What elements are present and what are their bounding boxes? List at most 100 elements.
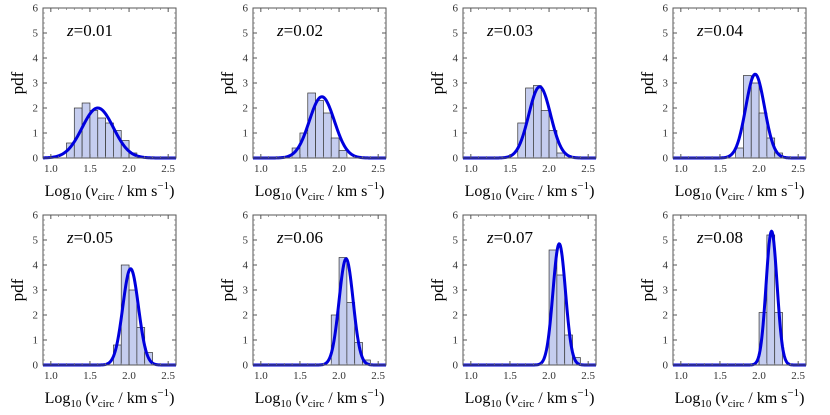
histogram-bar — [540, 110, 550, 159]
x-axis-label-part: 10 — [280, 398, 292, 410]
redshift-label: z=0.06 — [276, 228, 323, 247]
redshift-symbol: z — [486, 228, 494, 247]
x-axis-label-part: 10 — [700, 398, 712, 410]
x-axis-label-part: ( — [711, 183, 720, 200]
histogram-bar — [323, 112, 332, 159]
redshift-value: =0.06 — [284, 228, 323, 247]
x-axis-label-part: −1 — [157, 180, 169, 192]
x-axis-label-part: Log — [675, 183, 701, 200]
y-tick-label: 2 — [33, 103, 39, 115]
redshift-symbol: z — [276, 21, 284, 40]
redshift-value: =0.03 — [494, 21, 533, 40]
x-tick-label: 1.0 — [674, 163, 688, 175]
x-axis-label-part: −1 — [367, 387, 379, 399]
x-axis-label-part: 10 — [490, 398, 502, 410]
x-tick-label: 2.5 — [161, 370, 175, 382]
x-axis-label-part: ( — [711, 390, 720, 407]
redshift-symbol: z — [276, 228, 284, 247]
y-tick-label: 3 — [243, 78, 249, 90]
x-axis-label-part: −1 — [157, 387, 169, 399]
x-tick-label: 1.0 — [254, 163, 268, 175]
x-tick-label: 2.5 — [371, 163, 385, 175]
y-axis-label: pdf — [638, 71, 657, 94]
y-tick-label: 0 — [453, 360, 459, 372]
y-tick-label: 2 — [33, 310, 39, 322]
x-tick-label: 1.5 — [503, 370, 517, 382]
histogram-panel: 0 1 2 3 4 5 6 1.0 1.5 2.0 2.5 z=0.03 pdf Log10 (vcirc… — [428, 3, 597, 203]
x-axis-label-part: Log — [255, 390, 281, 407]
y-tick-label: 5 — [33, 235, 39, 247]
x-axis-label-part: circ — [728, 398, 745, 410]
redshift-symbol: z — [696, 21, 704, 40]
x-axis-label: Log10 (vcirc / km s−1) — [465, 180, 595, 203]
y-tick-label: 4 — [243, 53, 249, 65]
redshift-label: z=0.08 — [696, 228, 743, 247]
x-axis-label-part: 10 — [700, 191, 712, 203]
x-tick-label: 1.0 — [44, 370, 58, 382]
x-axis-label-part: / km s — [324, 183, 367, 200]
x-tick-label: 1.0 — [464, 163, 478, 175]
x-axis-label: Log10 (vcirc / km s−1) — [675, 180, 805, 203]
y-tick-label: 1 — [243, 128, 249, 140]
y-tick-label: 1 — [663, 335, 669, 347]
fit-curve — [672, 72, 807, 160]
histogram-bar — [97, 117, 106, 159]
x-tick-label: 1.5 — [713, 163, 727, 175]
x-tick-label: 1.0 — [44, 163, 58, 175]
x-axis-label-part: circ — [728, 191, 745, 203]
x-tick-label: 1.0 — [254, 370, 268, 382]
x-tick-label: 1.5 — [293, 370, 307, 382]
x-axis-label-part: −1 — [367, 180, 379, 192]
y-tick-label: 5 — [453, 28, 459, 40]
fit-curve — [252, 257, 387, 367]
x-axis-label-part: −1 — [787, 387, 799, 399]
histogram-bar — [735, 147, 744, 159]
x-tick-label: 1.5 — [503, 163, 517, 175]
x-axis-label: Log10 (vcirc / km s−1) — [465, 387, 595, 410]
x-axis-label-part: ) — [589, 390, 594, 407]
histogram-panel: 0 1 2 3 4 5 6 1.0 1.5 2.0 2.5 z=0.04 pdf Log10 (vcirc… — [638, 3, 807, 203]
x-axis-label-part: ) — [799, 390, 804, 407]
redshift-value: =0.04 — [704, 21, 744, 40]
y-axis-label: pdf — [218, 71, 237, 94]
x-axis-label-part: / km s — [744, 183, 787, 200]
y-tick-label: 5 — [453, 235, 459, 247]
y-tick-label: 1 — [453, 128, 459, 140]
y-tick-label: 2 — [453, 103, 459, 115]
redshift-value: =0.02 — [284, 21, 323, 40]
x-axis-label-part: 10 — [70, 398, 82, 410]
x-axis-label-part: v — [511, 183, 519, 200]
x-axis-label-part: ( — [291, 183, 300, 200]
x-axis-label-part: Log — [465, 390, 491, 407]
x-axis-label-part: / km s — [534, 183, 577, 200]
fit-curve — [42, 267, 177, 367]
x-axis-label-part: / km s — [114, 390, 157, 407]
x-tick-label: 2.5 — [581, 163, 595, 175]
x-tick-label: 2.0 — [752, 163, 766, 175]
x-axis-label-part: / km s — [324, 390, 367, 407]
y-tick-label: 2 — [243, 103, 249, 115]
x-axis-label-part: ( — [501, 390, 510, 407]
fit-curve — [672, 229, 807, 367]
x-axis-label-part: ) — [169, 183, 174, 200]
y-tick-label: 1 — [33, 335, 39, 347]
x-tick-label: 2.5 — [581, 370, 595, 382]
redshift-value: =0.01 — [74, 21, 113, 40]
y-tick-label: 0 — [453, 153, 459, 165]
x-tick-label: 1.5 — [293, 163, 307, 175]
x-tick-label: 2.0 — [122, 163, 136, 175]
redshift-symbol: z — [66, 228, 74, 247]
histogram-bar — [556, 274, 566, 366]
x-axis-label-part: / km s — [744, 390, 787, 407]
x-axis-label: Log10 (vcirc / km s−1) — [675, 387, 805, 410]
x-tick-label: 1.5 — [83, 163, 97, 175]
x-tick-label: 2.5 — [791, 163, 805, 175]
y-tick-label: 6 — [243, 3, 249, 15]
x-axis-label-part: Log — [465, 183, 491, 200]
x-tick-label: 1.0 — [464, 370, 478, 382]
y-tick-label: 2 — [663, 103, 669, 115]
y-tick-label: 0 — [663, 360, 669, 372]
x-axis-label-part: circ — [308, 398, 325, 410]
histogram-bar — [315, 100, 324, 159]
